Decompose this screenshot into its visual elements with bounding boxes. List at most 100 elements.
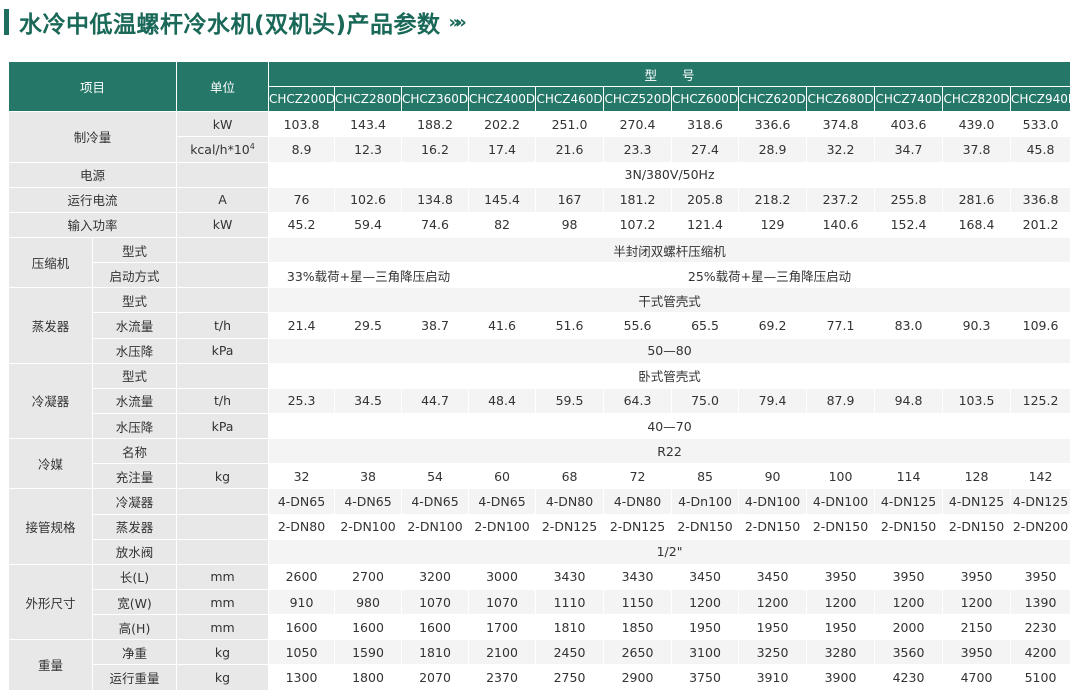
row-label-evaporator: 蒸发器 <box>8 287 93 364</box>
value-cell: 1200 <box>738 588 808 616</box>
table-row: 冷媒 名称 R22 <box>8 438 1072 490</box>
value-cell: 37.8 <box>942 136 1012 163</box>
value-cell: 910 <box>268 588 336 616</box>
value-cell: 1/2" <box>268 538 1072 565</box>
value-cell: 38 <box>334 463 403 490</box>
model-header-cell: CHCZ280D <box>334 86 403 113</box>
value-cell: 4-Dn100 <box>671 488 740 515</box>
sub-label: 充注量 <box>91 463 178 490</box>
spec-body: 制冷量 kW 103.8 143.4 188.2 202.2 251.0 270.4 318.6… <box>7 111 1072 691</box>
value-cell: 255.8 <box>874 186 944 213</box>
value-cell: 318.6 <box>671 111 740 138</box>
page-title: 水冷中低温螺杆冷水机(双机头)产品参数 <box>19 12 441 38</box>
table-row: 启动方式 33%载荷+星—三角降压启动 25%载荷+星—三角降压启动 <box>9 262 1072 289</box>
unit-cell <box>176 262 270 289</box>
table-row: 水流量 t/h 21.4 29.5 38.7 41.6 51.6 55.6 65.5 69.2 77… <box>9 312 1072 339</box>
model-header-cell: CHCZ200D <box>268 86 336 113</box>
value-cell: 1200 <box>671 588 740 616</box>
value-cell: 3280 <box>806 639 876 666</box>
value-cell: 69.2 <box>738 312 808 339</box>
value-cell: 167 <box>535 186 605 213</box>
value-cell: 2-DN100 <box>334 513 403 540</box>
value-cell: 2000 <box>874 614 944 641</box>
sub-label: 启动方式 <box>91 262 178 289</box>
value-cell: 121.4 <box>671 211 740 238</box>
value-cell: 168.4 <box>942 211 1012 238</box>
sub-label: 型式 <box>91 287 178 314</box>
value-cell: 59.4 <box>334 211 403 238</box>
value-cell: 65.5 <box>671 312 740 339</box>
table-row: 宽(W) mm 910 980 1070 1070 1110 1150 1200 1200 1200… <box>9 588 1072 616</box>
value-cell: 4-DN80 <box>535 488 605 515</box>
value-cell: 1390 <box>1010 588 1072 616</box>
unit-cell: kcal/h*104 <box>176 136 270 163</box>
unit-cell <box>176 287 270 314</box>
value-cell: 90 <box>738 463 808 490</box>
table-row: 放水阀 1/2" <box>9 538 1072 565</box>
value-cell: 1950 <box>806 614 876 641</box>
value-cell: 51.6 <box>535 312 605 339</box>
sub-label: 名称 <box>91 438 178 465</box>
value-cell: 2-DN150 <box>738 513 808 540</box>
value-cell: 188.2 <box>401 111 470 138</box>
value-cell: 1600 <box>401 614 470 641</box>
model-row: CHCZ200D CHCZ280D CHCZ360D CHCZ400D CHCZ460D… <box>9 86 1072 113</box>
value-cell: 2370 <box>468 664 537 691</box>
row-label-piping: 接管规格 <box>8 488 93 565</box>
unit-cell: t/h <box>176 312 270 339</box>
value-cell: 4700 <box>942 664 1012 691</box>
value-cell: 2600 <box>268 563 336 590</box>
unit-cell <box>176 161 270 188</box>
value-cell: 439.0 <box>942 111 1012 138</box>
value-cell: 2150 <box>942 614 1012 641</box>
value-cell: 38.7 <box>401 312 470 339</box>
table-row: 水流量 t/h 25.3 34.5 44.7 48.4 59.5 64.3 75.0 79.4 87… <box>9 387 1072 414</box>
row-label-dimensions: 外形尺寸 <box>8 563 93 641</box>
sub-label: 净重 <box>91 639 178 666</box>
value-cell: 94.8 <box>874 387 944 414</box>
model-header-cell: CHCZ460D <box>535 86 605 113</box>
value-cell: 3430 <box>535 563 605 590</box>
value-cell: 3250 <box>738 639 808 666</box>
value-cell: 2700 <box>334 563 403 590</box>
sub-label: 高(H) <box>91 614 178 641</box>
unit-cell <box>176 513 270 540</box>
value-cell: 1200 <box>942 588 1012 616</box>
sub-label: 长(L) <box>91 563 178 590</box>
sub-label: 型式 <box>91 236 178 264</box>
value-cell: 79.4 <box>738 387 808 414</box>
row-label-power-supply: 电源 <box>7 161 178 188</box>
unit-cell: mm <box>176 588 270 616</box>
value-cell: 3950 <box>1010 563 1072 590</box>
value-cell: 干式管壳式 <box>268 287 1072 314</box>
value-cell: 5100 <box>1010 664 1072 691</box>
value-cell: 45.8 <box>1010 136 1072 163</box>
value-cell: 4-DN125 <box>874 488 944 515</box>
table-row: kcal/h*104 8.9 12.3 16.2 17.4 21.6 23.3 27.4 28.… <box>9 136 1072 163</box>
sub-label: 放水阀 <box>91 538 178 565</box>
value-cell: 1200 <box>874 588 944 616</box>
value-cell: 281.6 <box>942 186 1012 213</box>
value-cell: 336.8 <box>1010 186 1072 213</box>
value-cell: 100 <box>806 463 876 490</box>
value-cell: 140.6 <box>806 211 876 238</box>
value-cell: 1600 <box>334 614 403 641</box>
table-row: 外形尺寸 长(L) mm 2600 2700 3200 3000 3430 3430 3450 34… <box>8 563 1072 641</box>
unit-cell <box>176 438 270 465</box>
table-row: 高(H) mm 1600 1600 1600 1700 1810 1850 1950 1950 19… <box>9 614 1072 641</box>
value-cell: 2-DN100 <box>401 513 470 540</box>
header-unit: 单位 <box>176 60 270 113</box>
value-cell: 59.5 <box>535 387 605 414</box>
unit-cell: kg <box>176 664 270 691</box>
value-cell: 403.6 <box>874 111 944 138</box>
header-model: 型 号 <box>268 60 1072 88</box>
value-cell: 29.5 <box>334 312 403 339</box>
value-cell: 4230 <box>874 664 944 691</box>
sub-label: 运行重量 <box>91 664 178 691</box>
value-cell: 3000 <box>468 563 537 590</box>
model-header-cell: CHCZ620D <box>738 86 808 113</box>
value-cell: 102.6 <box>334 186 403 213</box>
row-label-refrigerant: 冷媒 <box>8 438 93 490</box>
value-cell: 3430 <box>603 563 673 590</box>
value-cell: 4-DN100 <box>806 488 876 515</box>
